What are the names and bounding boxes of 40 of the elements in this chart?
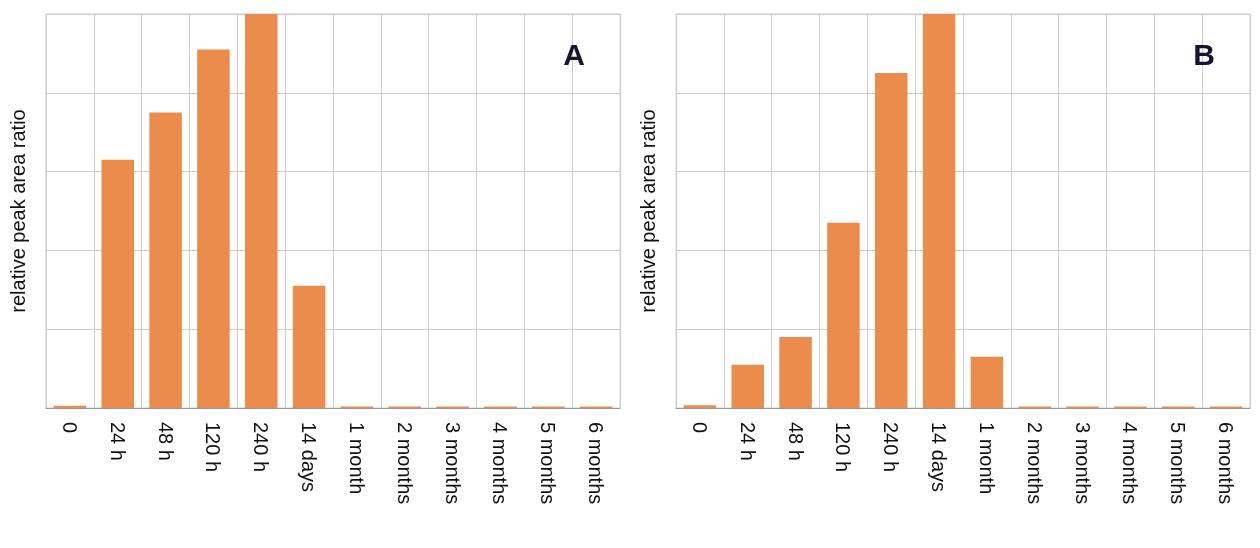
bar bbox=[970, 356, 1004, 408]
x-tick-label: 5 months bbox=[537, 422, 560, 505]
bar bbox=[683, 405, 717, 408]
bar bbox=[731, 364, 765, 408]
bar bbox=[292, 285, 326, 408]
x-tick-label: 3 months bbox=[441, 422, 464, 505]
x-tick-label: 4 months bbox=[1119, 422, 1142, 505]
bar bbox=[244, 14, 278, 408]
x-tick-label: 14 days bbox=[928, 422, 951, 493]
x-tick-label: 240 h bbox=[880, 422, 903, 473]
text: A bbox=[563, 37, 586, 71]
x-tick-label: 0 bbox=[58, 422, 81, 434]
x-tick-label: 0 bbox=[688, 422, 711, 434]
bar bbox=[149, 112, 182, 408]
bar bbox=[922, 14, 956, 408]
x-tick-label: 2 months bbox=[1023, 422, 1046, 505]
y-axis-title: relative peak area ratio bbox=[637, 109, 659, 313]
x-tick-label: 5 months bbox=[1167, 422, 1190, 505]
x-tick-label: 2 months bbox=[393, 422, 416, 505]
bar bbox=[101, 159, 135, 408]
x-tick-label: 3 months bbox=[1071, 422, 1094, 505]
x-tick-label: 1 month bbox=[975, 422, 998, 495]
x-tick-label: 1 month bbox=[345, 422, 368, 495]
x-tick-label: 120 h bbox=[832, 422, 855, 473]
x-tick-label: 6 months bbox=[1215, 422, 1238, 505]
x-tick-label: 14 days bbox=[298, 422, 321, 493]
text: B bbox=[1193, 37, 1216, 71]
x-tick-label: 48 h bbox=[154, 422, 177, 461]
bar bbox=[827, 222, 860, 408]
x-tick-label: 240 h bbox=[250, 422, 273, 473]
x-tick-label: 6 months bbox=[585, 422, 608, 505]
bar bbox=[779, 337, 812, 408]
x-tick-label: 48 h bbox=[784, 422, 807, 461]
bar bbox=[874, 73, 908, 408]
y-axis-title: relative peak area ratio bbox=[7, 109, 29, 313]
x-tick-label: 24 h bbox=[736, 422, 759, 461]
bar bbox=[197, 49, 230, 408]
x-tick-label: 24 h bbox=[106, 422, 129, 461]
x-tick-label: 4 months bbox=[489, 422, 512, 505]
x-tick-label: 120 h bbox=[202, 422, 225, 473]
